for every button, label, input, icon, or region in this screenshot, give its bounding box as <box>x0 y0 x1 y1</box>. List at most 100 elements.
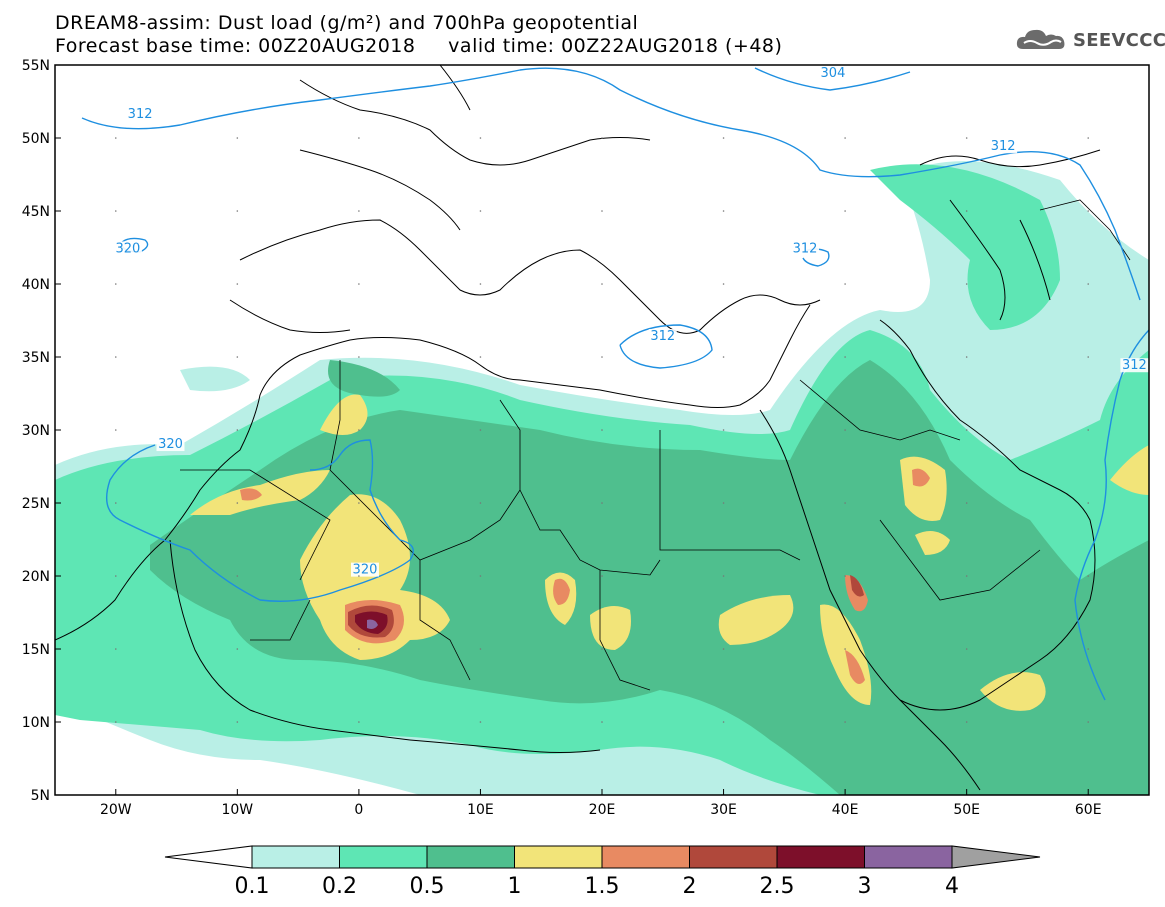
graticule-dot <box>844 429 846 431</box>
contour-label-bg <box>350 562 379 577</box>
dust-band-1-gulf <box>1110 445 1149 495</box>
graticule-dot <box>722 283 725 285</box>
colorbar: 0.1 0.2 0.5 1 1.5 2 2.5 3 4 <box>164 845 1041 899</box>
dust-band-1-5-chad <box>553 578 570 605</box>
graticule-dot <box>601 575 603 577</box>
dust-band-2-redsea <box>850 575 864 597</box>
graticule-dot <box>965 429 968 431</box>
graticule-dot <box>236 356 239 358</box>
dust-band-1-arabia2 <box>915 531 950 555</box>
graticule-dot <box>114 210 117 212</box>
graticule-dot <box>722 429 725 431</box>
contour-label-bg <box>113 241 142 256</box>
contour-label: 320 <box>353 563 378 578</box>
graticule-dot <box>114 283 117 285</box>
colorbar-segment <box>601 845 690 869</box>
contour-label: 320 <box>158 437 183 452</box>
contour-label: 304 <box>821 66 846 81</box>
graticule-dot <box>844 648 846 650</box>
graticule-dot <box>114 429 117 431</box>
dust-band-1-5-eritrea <box>845 650 865 684</box>
lon-label: 30E <box>710 802 737 818</box>
lon-label: 0 <box>354 802 363 818</box>
graticule-dot <box>601 721 603 723</box>
colorbar-label: 2 <box>683 874 697 899</box>
lat-label: 40N <box>22 277 50 293</box>
dust-band-1-5-arabia <box>912 468 930 487</box>
graticule-dot <box>479 502 482 504</box>
dust-band-0-5 <box>150 360 1149 795</box>
graticule-dot <box>601 648 603 650</box>
seevccc-logo: SEEVCCC <box>1015 27 1165 53</box>
graticule-dot <box>479 648 482 650</box>
lon-label: 20E <box>589 802 616 818</box>
lon-label: 10E <box>467 802 494 818</box>
graticule-dot <box>844 283 846 285</box>
graticule-dot <box>722 210 725 212</box>
graticule-dot <box>1087 210 1090 212</box>
graticule-dot <box>358 137 360 139</box>
colorbar-label: 2.5 <box>760 874 795 899</box>
graticule-dot <box>722 575 725 577</box>
graticule-dot <box>114 575 117 577</box>
contour-label: 312 <box>991 139 1016 154</box>
lat-label: 5N <box>31 788 50 804</box>
contour-label: 320 <box>116 241 141 256</box>
graticule-dot <box>236 210 239 212</box>
lat-label: 30N <box>22 423 50 439</box>
graticule-dot <box>722 721 725 723</box>
graticule-dot <box>358 210 360 212</box>
contour-label: 312 <box>793 241 818 256</box>
contour-label-bg <box>790 241 819 256</box>
lon-label: 10W <box>221 802 253 818</box>
graticule-dot <box>844 356 846 358</box>
graticule-dot <box>236 502 239 504</box>
contour-label-bg <box>648 329 677 344</box>
colorbar-segment <box>251 845 340 869</box>
dust-band-0-2-caspian <box>870 164 1060 330</box>
graticule-dot <box>1087 648 1090 650</box>
graticule-dot <box>358 648 360 650</box>
graticule-dot <box>358 429 360 431</box>
lon-label: 50E <box>953 802 980 818</box>
graticule-dot <box>114 502 117 504</box>
contour-labels: 312 304 312 320 312 312 312 320 320 <box>113 66 1149 578</box>
graticule-dot <box>601 429 603 431</box>
dust-band-0-5-patch <box>328 360 400 397</box>
colorbar-label: 1 <box>508 874 522 899</box>
lat-label: 15N <box>22 642 50 658</box>
cloud-icon <box>1016 29 1065 49</box>
map-title: DREAM8-assim: Dust load (g/m²) and 700hP… <box>55 12 639 34</box>
graticule-dot <box>601 356 603 358</box>
dust-band-0-1-patch <box>180 366 250 392</box>
graticule-dot <box>479 575 482 577</box>
colorbar-min-arrow <box>164 845 253 869</box>
graticule-dot <box>358 283 360 285</box>
graticule-dot <box>479 210 482 212</box>
dust-band-1-west <box>190 470 330 515</box>
lon-label: 40E <box>832 802 859 818</box>
colorbar-segment <box>689 845 778 869</box>
colorbar-label: 1.5 <box>585 874 620 899</box>
graticule-dot <box>844 210 846 212</box>
graticule-dot <box>722 356 725 358</box>
dust-band-1-arabia <box>900 456 947 521</box>
graticule-dot <box>1087 356 1090 358</box>
lat-label: 35N <box>22 350 50 366</box>
graticule-dot <box>236 283 239 285</box>
graticule-dot <box>358 502 360 504</box>
graticule-dot <box>1087 283 1090 285</box>
lat-label: 20N <box>22 569 50 585</box>
graticule-dot <box>965 356 968 358</box>
graticule-dot <box>236 575 239 577</box>
graticule-dot <box>1087 575 1090 577</box>
graticule-dot <box>1087 429 1090 431</box>
graticule-dot <box>114 137 117 139</box>
graticule-dot <box>114 721 117 723</box>
colorbar-label: 3 <box>858 874 872 899</box>
colorbar-label: 4 <box>945 874 959 899</box>
dust-band-1-yemen <box>980 672 1046 711</box>
graticule-dot <box>844 575 846 577</box>
colorbar-max-arrow <box>951 845 1041 869</box>
